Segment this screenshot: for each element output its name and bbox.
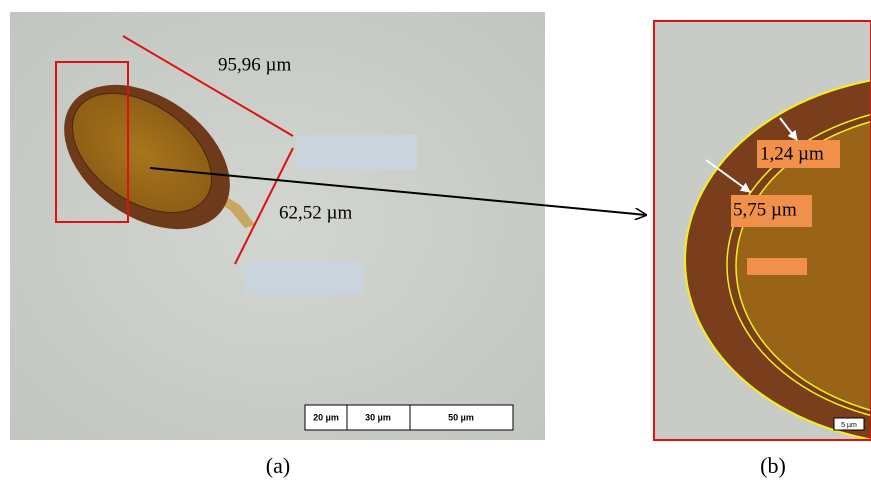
panel-a: 95,96 µm 62,52 µm 20 µm 30 µm 50 µm [10, 12, 545, 440]
scale-label: 20 µm [313, 412, 339, 422]
scale-label: 5 µm [841, 422, 857, 429]
label-box [297, 135, 417, 170]
measure-label: 5,75 µm [733, 199, 797, 220]
caption: (a) [266, 453, 290, 478]
measure-label: 62,52 µm [279, 202, 352, 223]
label-box [747, 258, 807, 275]
micrograph-background [10, 12, 545, 440]
scale-label: 50 µm [448, 412, 474, 422]
page: {"panel_a": {"measure_length": "95,96 µm… [0, 0, 871, 483]
measure-label: 95,96 µm [218, 54, 291, 75]
figure: 95,96 µm 62,52 µm 20 µm 30 µm 50 µm 1,24… [0, 0, 871, 483]
label-box [243, 261, 363, 294]
scale-label: 30 µm [365, 412, 391, 422]
panel-b: 1,24 µm 5,75 µm 5 µm [654, 21, 871, 445]
caption: (b) [760, 453, 786, 478]
measure-label: 1,24 µm [760, 143, 824, 164]
scale-bar: 20 µm 30 µm 50 µm [305, 405, 513, 430]
